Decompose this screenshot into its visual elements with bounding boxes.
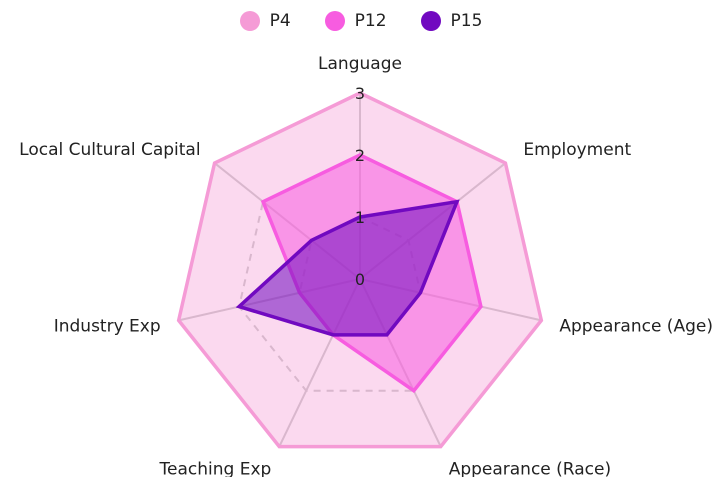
axis-label-teaching-exp: Teaching Exp: [159, 460, 272, 477]
axis-label-local-cultural-capital: Local Cultural Capital: [19, 140, 200, 160]
axis-label-appearance-age: Appearance (Age): [559, 316, 713, 336]
legend-swatch-p15: [420, 11, 441, 31]
tick-label-3: 3: [355, 84, 365, 103]
legend-label-p12: P12: [354, 11, 387, 31]
axis-label-language: Language: [318, 54, 402, 74]
axis-label-industry-exp: Industry Exp: [54, 316, 161, 336]
legend-swatch-p4: [239, 11, 260, 31]
grid-ring-2: [238, 153, 482, 392]
series-p15-polygon: [235, 199, 460, 337]
radar-ticks: 0 1 2 3: [355, 84, 365, 289]
radar-series: [176, 91, 544, 449]
legend-label-p4: P4: [269, 11, 291, 31]
tick-label-2: 2: [355, 146, 365, 165]
axis-label-appearance-race: Appearance (Race): [449, 460, 611, 477]
legend-item-p4[interactable]: P4: [239, 11, 291, 31]
legend-item-p15[interactable]: P15: [420, 11, 483, 31]
legend: P4 P12 P15: [0, 8, 722, 34]
tick-label-1: 1: [355, 208, 365, 227]
legend-item-p12[interactable]: P12: [324, 11, 387, 31]
axis-label-employment: Employment: [523, 140, 631, 160]
legend-swatch-p12: [324, 11, 345, 31]
radar-axis-labels: Language Employment Appearance (Age) Appear…: [19, 54, 713, 477]
legend-label-p15: P15: [450, 11, 483, 31]
tick-label-0: 0: [355, 270, 365, 289]
